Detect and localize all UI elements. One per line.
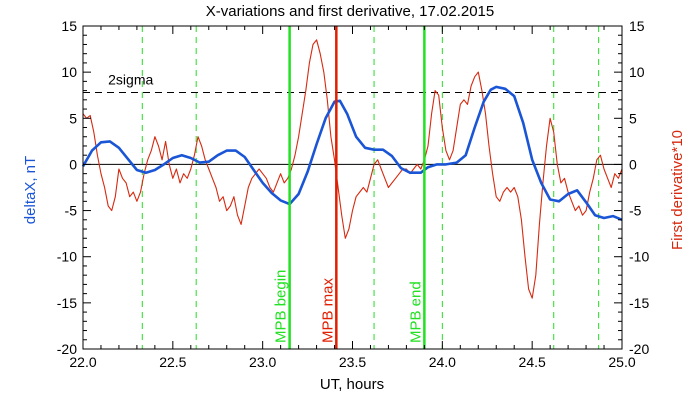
y-tick-label-right: 15	[629, 18, 645, 34]
x-tick-label: 23.5	[339, 354, 366, 370]
y-tick-label-left: 0	[69, 156, 77, 172]
derivative-series-line	[82, 39, 623, 299]
y-tick-label-right: -20	[629, 341, 649, 357]
y-tick-label-left: -5	[65, 203, 78, 219]
y-tick-label-left: -15	[57, 295, 77, 311]
y-tick-label-left: 5	[69, 110, 77, 126]
marker-label: MPB max	[319, 277, 336, 343]
x-tick-label: 24.5	[519, 354, 546, 370]
x-tick-label: 23.0	[249, 354, 276, 370]
x-tick-label: 25.0	[608, 354, 635, 370]
y-axis-label-right: First derivative*10	[669, 130, 686, 250]
y-tick-label-left: -20	[57, 341, 77, 357]
y-tick-label-left: 15	[61, 18, 77, 34]
y-axis-label-left: deltaX, nT	[22, 156, 39, 224]
marker-label: MPB end	[407, 281, 424, 343]
y-tick-label-right: -10	[629, 249, 649, 265]
y-tick-label-right: -15	[629, 295, 649, 311]
x-tick-label: 22.0	[69, 354, 96, 370]
x-tick-label: 22.5	[159, 354, 186, 370]
x-axis-label: UT, hours	[320, 376, 384, 393]
plot-frame	[82, 25, 623, 350]
y-tick-label-right: 5	[629, 110, 637, 126]
sigma-label: 2sigma	[108, 71, 153, 87]
x-tick-label: 24.0	[429, 354, 456, 370]
deltaX-series-line	[81, 85, 623, 222]
y-tick-label-left: -10	[57, 249, 77, 265]
y-tick-label-right: 0	[629, 156, 637, 172]
y-tick-label-left: 10	[61, 64, 77, 80]
y-tick-label-right: -5	[629, 203, 642, 219]
y-tick-label-right: 10	[629, 64, 645, 80]
chart-title: X-variations and first derivative, 17.02…	[206, 3, 495, 20]
marker-label: MPB begin	[273, 270, 290, 343]
